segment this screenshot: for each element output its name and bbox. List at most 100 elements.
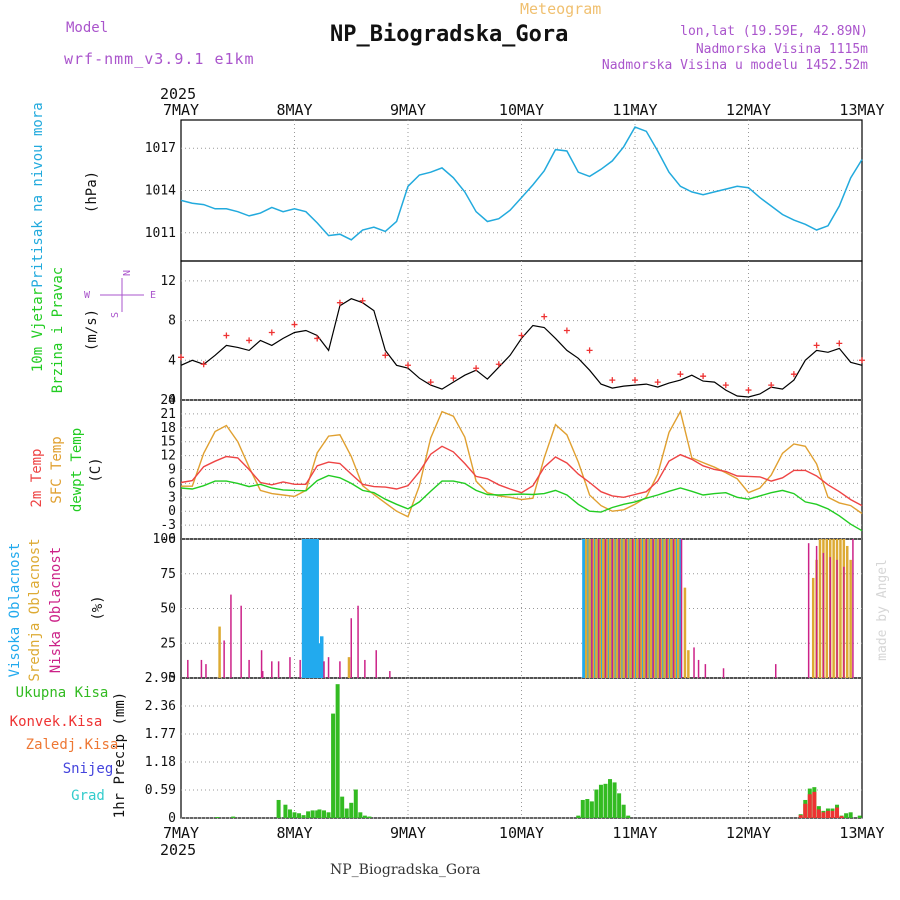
cloud-low-bar: [289, 657, 291, 678]
cloud-mid-bar: [615, 539, 619, 678]
cloud-low-bar: [611, 539, 614, 678]
cloud-mid-bar: [595, 539, 598, 678]
cloud-mid-bar: [663, 539, 666, 678]
gust-marker: [427, 379, 434, 386]
cloud-low-bar: [774, 664, 777, 678]
watermark-label: made by Angel: [875, 559, 890, 661]
cloud-mid-bar: [646, 539, 649, 678]
x-tick-label-top: 8MAY: [276, 101, 312, 119]
precip-total-bar: [594, 789, 599, 818]
cloud-low-bar: [704, 664, 707, 678]
gust-marker: [200, 361, 207, 368]
cloud-high-bar: [310, 539, 315, 678]
cloud-low-bar: [230, 594, 232, 678]
cloud-mid-bar: [622, 539, 625, 678]
x-tick-label-bottom: 13MAY: [839, 824, 884, 842]
y-tick-label: 0: [168, 811, 176, 826]
gust-marker: [745, 387, 752, 394]
cloud-low-bar: [339, 661, 341, 678]
cloud-mid-bar: [601, 539, 605, 678]
cloud-mid-bar: [618, 539, 622, 678]
y-tick-label: 0: [168, 504, 176, 519]
gust-marker: [291, 321, 298, 328]
precip-total-bar: [276, 799, 281, 818]
gust-marker: [790, 371, 797, 378]
cloud-low-bar: [852, 539, 854, 678]
y-tick-label: 9: [168, 463, 176, 478]
year-label-top: 2025: [160, 85, 196, 103]
y-tick-label: 1014: [145, 184, 176, 199]
cloud-mid-bar: [811, 577, 815, 678]
gust-marker: [700, 373, 707, 380]
cloud-high-bar: [313, 539, 317, 678]
cloud-mid-bar: [825, 539, 829, 678]
dewpoint-line: [180, 474, 863, 532]
cloud-mid-bar: [591, 539, 595, 678]
compass-e-label: E: [150, 290, 156, 301]
cloud-low-bar: [375, 650, 377, 678]
gust-marker: [563, 327, 570, 334]
cloud-mid-label: Srednja Oblacnost: [27, 538, 43, 681]
cloud-mid-bar: [818, 539, 822, 678]
cloud-low-bar: [680, 539, 683, 678]
precip-conv-bar: [807, 794, 812, 818]
precip-total-bar: [608, 779, 613, 818]
y-tick-label: 2.36: [145, 699, 176, 714]
y-tick-label: 1.77: [145, 727, 176, 742]
precip-total-bar: [292, 812, 297, 818]
compass-s-label: S: [110, 312, 121, 318]
cloud-mid-bar: [676, 539, 680, 678]
cloud-mid-bar: [656, 539, 659, 678]
cloud-high-bar: [319, 636, 324, 678]
precip-total-bar: [612, 782, 617, 818]
cloud-mid-bar: [839, 539, 842, 678]
y-tick-label: 2.95: [145, 671, 176, 686]
precip-total-bar: [215, 817, 220, 818]
cloud-low-bar: [697, 659, 700, 678]
cloud-mid-bar: [625, 539, 629, 678]
model-label: Model: [66, 20, 109, 36]
cloud-mid-bar: [659, 539, 663, 678]
cloud-mid-bar: [218, 626, 221, 678]
cloud-high-bar: [308, 539, 313, 678]
precip-total-bar: [844, 813, 849, 818]
precip-total-bar: [362, 815, 367, 818]
cloud-low-bar: [261, 671, 264, 678]
gust-marker: [405, 362, 411, 369]
cloud-low-bar: [836, 559, 838, 678]
precip-total-bar: [589, 801, 594, 818]
meteogram-label: Meteogram: [520, 0, 602, 18]
y-tick-label: 100: [153, 532, 176, 547]
cloud-mid-bar: [347, 657, 351, 678]
precip-conv-bar: [821, 812, 826, 818]
gust-marker: [336, 299, 343, 306]
gust-marker: [586, 347, 593, 354]
cloud-mid-bar: [673, 539, 676, 678]
legend-precip-total: Ukupna Kisa: [16, 685, 109, 701]
cloud-unit-label: (%): [90, 595, 106, 620]
cloud-low-bar: [277, 661, 280, 678]
cloud-high-bar: [304, 539, 308, 678]
sfc-temp-line: [181, 409, 863, 518]
precip-total-bar: [857, 815, 862, 818]
legend-precip-hail: Grad: [71, 788, 105, 804]
cloud-low-bar: [638, 539, 641, 678]
cloud-high-bar: [317, 643, 322, 678]
gust-marker: [609, 377, 616, 384]
precip-total-bar: [310, 810, 315, 818]
dewpt-temp-label: dewpt Temp: [69, 428, 85, 512]
cloud-mid-bar: [845, 545, 849, 678]
gust-marker: [450, 375, 457, 382]
y-tick-label: 75: [160, 567, 176, 582]
gust-marker: [518, 332, 525, 339]
x-tick-label-top: 7MAY: [163, 101, 199, 119]
x-tick-label-top: 13MAY: [839, 101, 884, 119]
precip-total-bar: [301, 815, 306, 818]
precip-total-bar: [287, 809, 292, 818]
cloud-low-bar: [625, 539, 627, 678]
cloud-low-bar: [205, 664, 207, 678]
precip-conv-bar: [839, 816, 844, 818]
cloud-mid-bar: [608, 539, 612, 678]
precip-total-bar: [340, 796, 345, 818]
precip-axis-title: 1hr Precip (mm): [112, 692, 128, 818]
